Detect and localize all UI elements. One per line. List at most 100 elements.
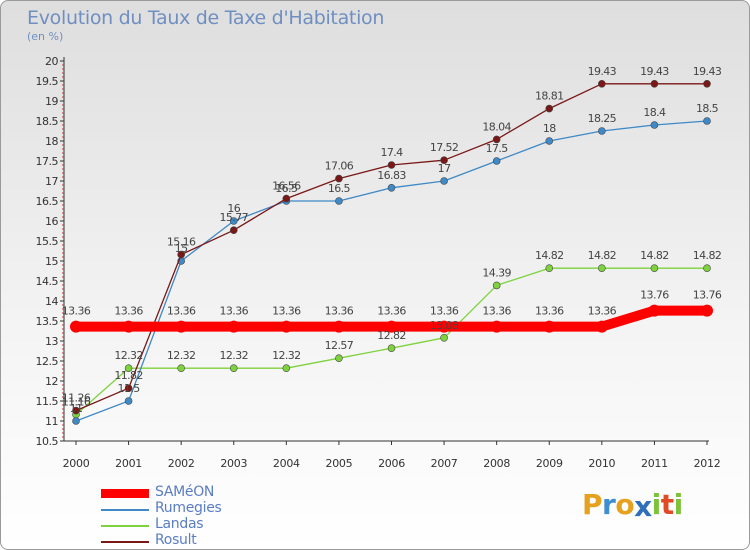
data-label: 12.32	[272, 349, 301, 362]
legend-item: Rosult	[101, 532, 321, 549]
data-point	[72, 406, 80, 415]
legend-item: Landas	[101, 516, 321, 533]
data-point	[650, 264, 659, 273]
data-label: 12.32	[114, 349, 143, 362]
data-label: 14.82	[693, 249, 722, 262]
data-label: 11.26	[62, 392, 91, 405]
data-label: 16.5	[275, 182, 298, 195]
y-tick-label: 11.5	[36, 395, 59, 408]
data-label: 18.04	[482, 120, 511, 133]
legend-swatch	[101, 509, 149, 511]
data-point	[282, 364, 291, 373]
data-label: 15	[175, 242, 188, 255]
y-tick-label: 17.5	[36, 155, 59, 168]
data-label: 13.36	[430, 305, 459, 318]
data-label: 13.36	[325, 305, 354, 318]
logo-letter: i	[673, 488, 684, 521]
x-tick-label: 2006	[378, 457, 405, 470]
chart-unit: (en %)	[27, 30, 64, 43]
data-label: 12.32	[220, 349, 249, 362]
y-tick-label: 11	[45, 415, 58, 428]
data-point	[124, 384, 133, 393]
y-tick-label: 15	[45, 255, 58, 268]
data-point	[332, 320, 345, 333]
proxiti-logo: Proxiti	[582, 488, 684, 523]
logo-letter: i	[651, 488, 662, 521]
data-point	[227, 320, 240, 333]
logo-letter: P	[582, 488, 603, 521]
data-label: 13.36	[62, 305, 91, 318]
data-label: 13.76	[640, 289, 669, 302]
data-label: 15.16	[167, 236, 196, 249]
x-tick-label: 2002	[168, 457, 195, 470]
data-point	[177, 364, 185, 373]
data-point	[229, 217, 238, 225]
data-point	[335, 354, 343, 363]
data-label: 17.5	[486, 142, 509, 155]
legend: SAMéON Rumegies Landas Rosult	[101, 484, 321, 549]
data-label: 18.81	[535, 90, 564, 103]
data-point	[595, 320, 608, 333]
x-tick-label: 2003	[220, 457, 247, 470]
data-point	[124, 397, 133, 405]
legend-label: SAMéON	[155, 484, 215, 500]
data-point	[598, 264, 606, 273]
data-point	[387, 344, 396, 353]
logo-letter: r	[602, 488, 616, 521]
data-label: 17.4	[380, 146, 403, 159]
x-tick-label: 2009	[536, 457, 563, 470]
legend-label: Rumegies	[155, 500, 222, 516]
data-point	[543, 320, 556, 333]
y-tick-label: 12.5	[36, 355, 59, 368]
data-point	[124, 364, 133, 373]
data-point	[650, 80, 659, 88]
legend-label: Rosult	[155, 532, 197, 548]
x-tick-label: 2008	[483, 457, 510, 470]
data-point	[175, 320, 188, 333]
data-label: 13.08	[430, 319, 459, 332]
y-tick-label: 16	[45, 215, 58, 228]
data-label: 11.82	[114, 369, 143, 382]
data-label: 13.36	[272, 305, 301, 318]
y-tick-label: 13.5	[36, 315, 59, 328]
data-point	[545, 137, 554, 145]
data-point	[70, 320, 82, 333]
data-point	[229, 364, 238, 373]
data-point	[648, 304, 661, 317]
y-tick-label: 10.5	[36, 435, 59, 448]
data-label: 13.36	[535, 305, 564, 318]
data-label: 14.82	[588, 249, 617, 262]
x-tick-label: 2000	[63, 457, 90, 470]
data-point	[440, 156, 448, 164]
x-tick-label: 2005	[326, 457, 353, 470]
series-rumegies	[72, 117, 711, 425]
data-point	[438, 320, 451, 333]
data-point	[545, 264, 554, 273]
y-tick-label: 14	[45, 295, 58, 308]
data-label: 17.06	[325, 160, 354, 173]
data-point	[280, 320, 293, 333]
chart-title: Evolution du Taux de Taxe d'Habitation	[27, 7, 385, 29]
data-label: 19.43	[588, 65, 617, 78]
logo-letter: x	[634, 490, 652, 523]
legend-swatch	[101, 541, 149, 543]
legend-item: SAMéON	[101, 484, 321, 501]
data-label: 12.57	[325, 339, 354, 352]
data-point	[282, 194, 291, 203]
data-point	[598, 127, 606, 135]
data-label: 17	[438, 162, 451, 175]
data-label: 11	[70, 402, 83, 415]
data-label: 12.32	[167, 349, 196, 362]
data-point	[492, 135, 501, 144]
data-label: 19.43	[693, 65, 722, 78]
data-point	[385, 320, 398, 333]
data-label: 13.76	[693, 289, 722, 302]
y-tick-label: 16.5	[36, 195, 59, 208]
series-rosult	[72, 80, 711, 415]
data-point	[440, 333, 448, 342]
data-point	[701, 304, 713, 317]
x-tick-label: 2004	[273, 457, 300, 470]
data-label: 11.16	[62, 396, 91, 409]
y-tick-label: 12	[45, 375, 58, 388]
data-point	[598, 80, 606, 88]
